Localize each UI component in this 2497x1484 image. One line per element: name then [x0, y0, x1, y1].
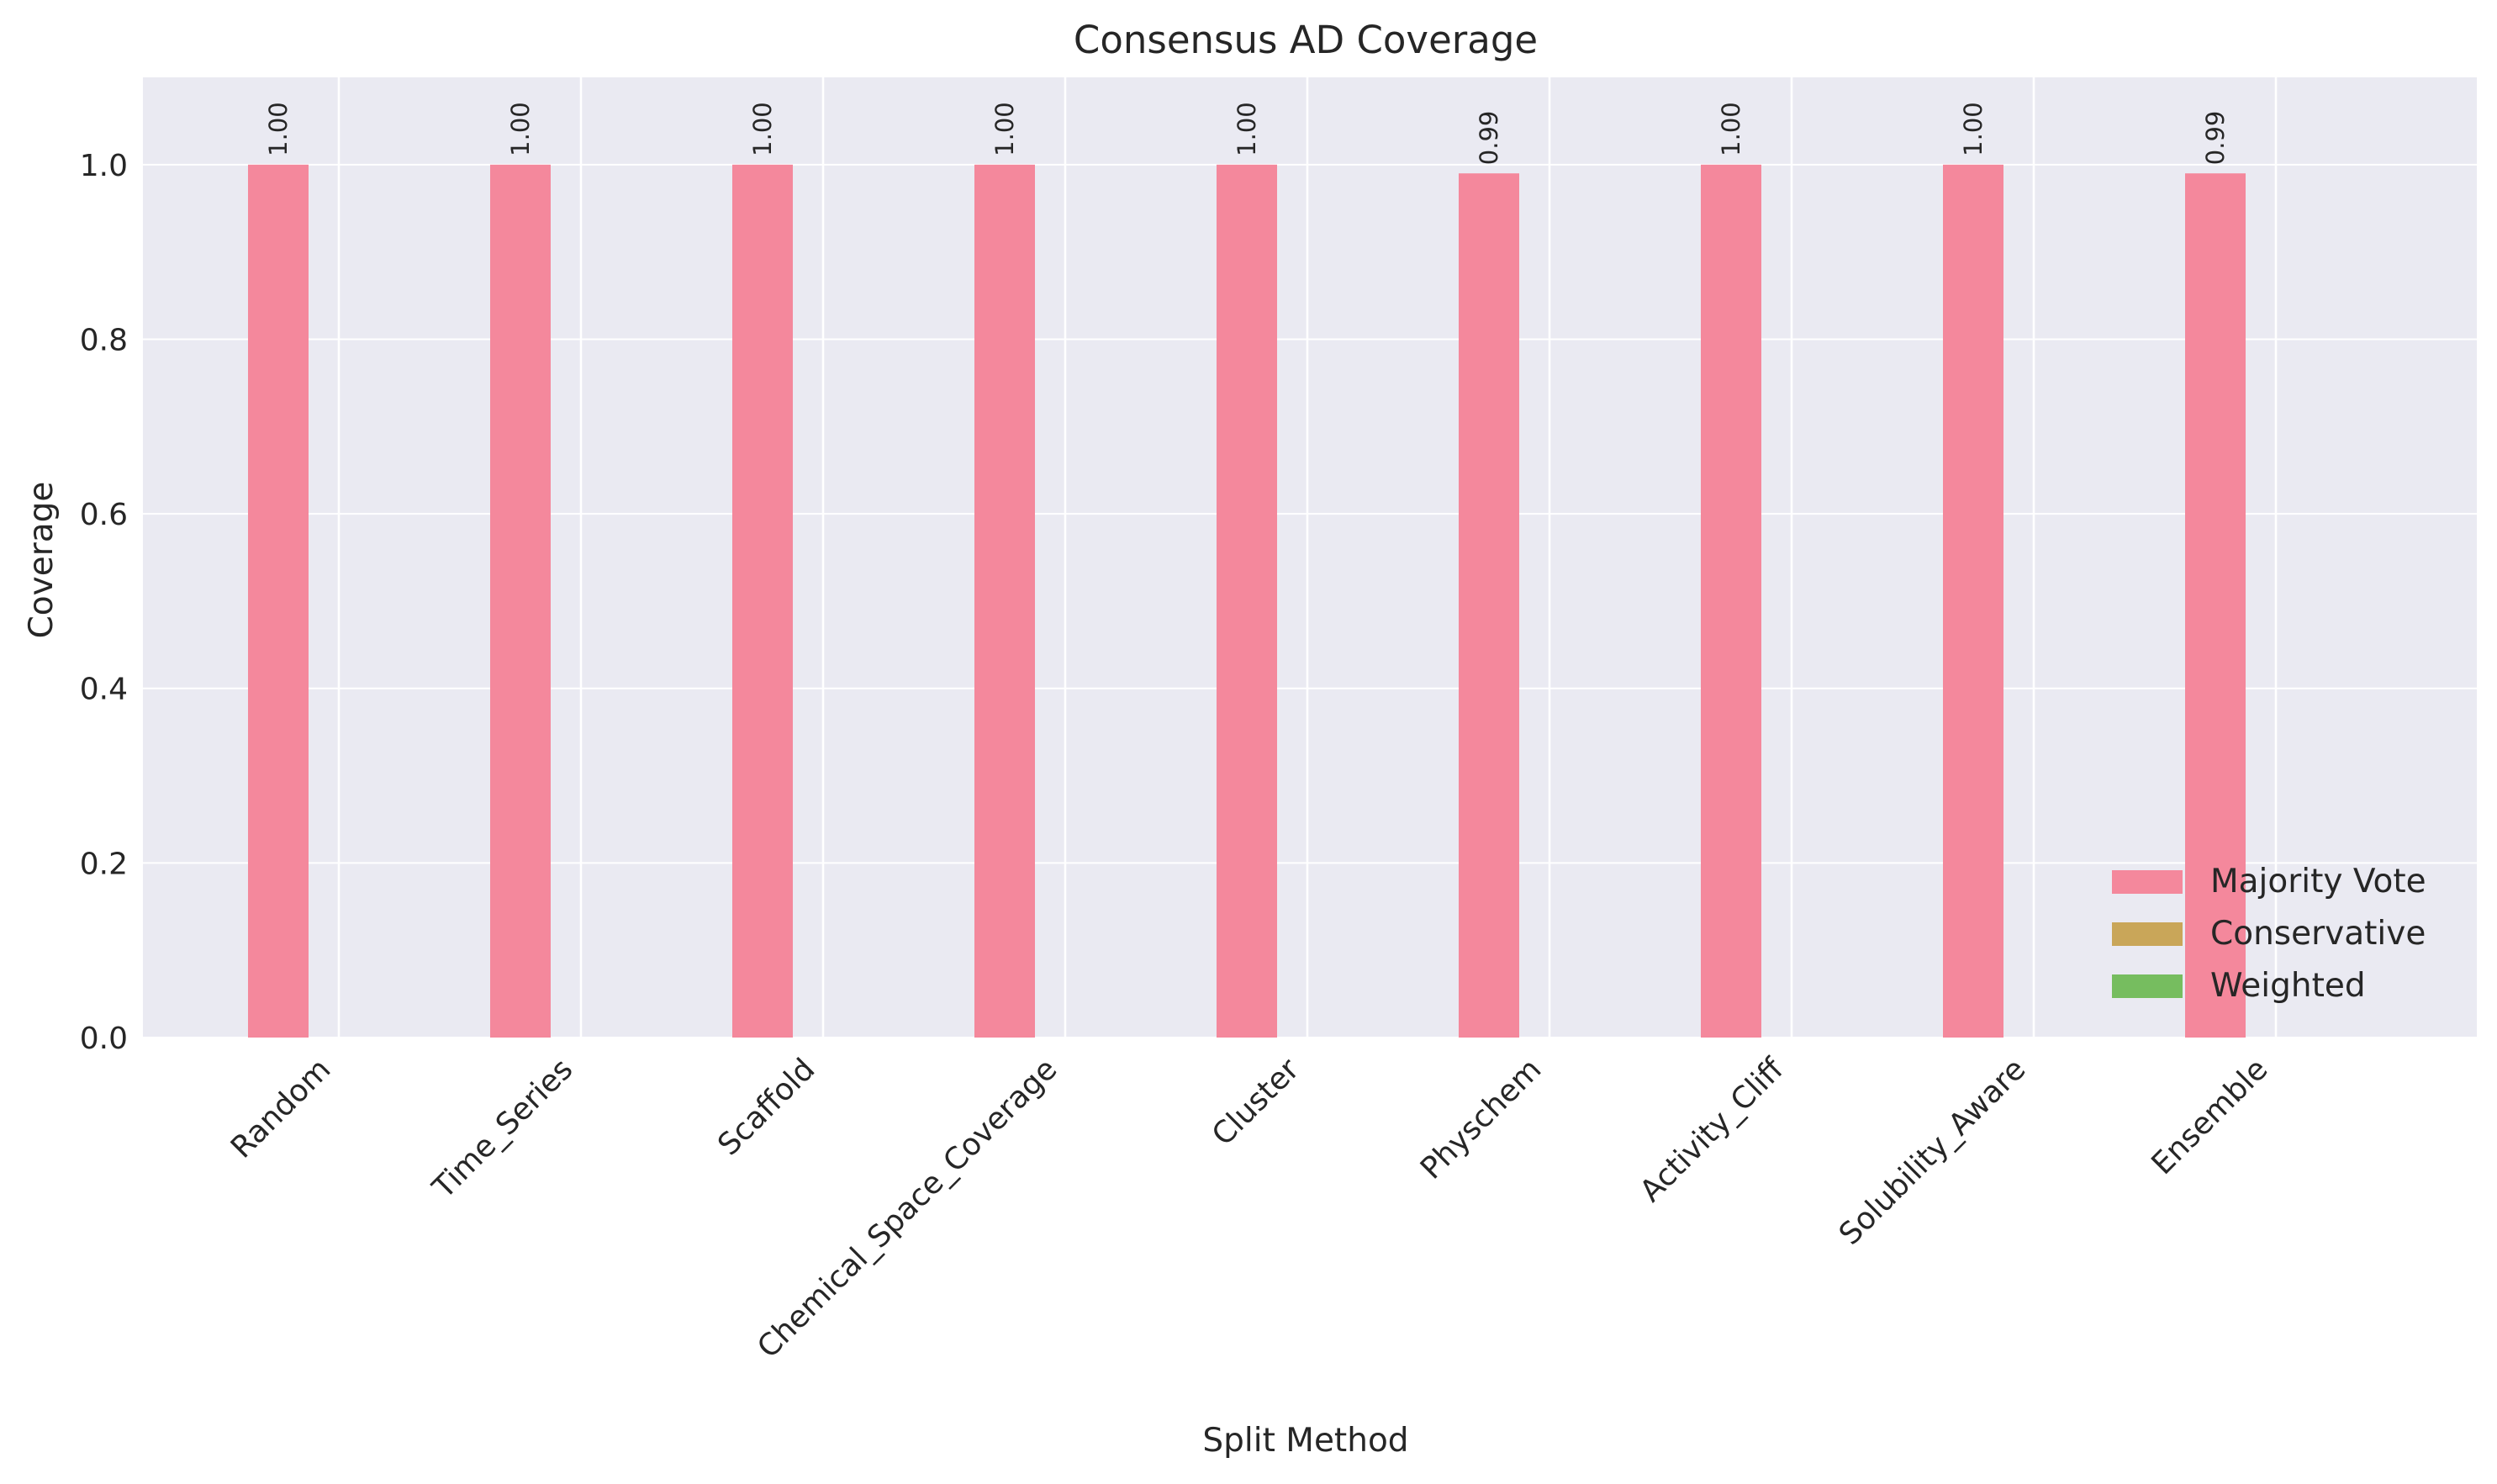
legend-label: Majority Vote — [2210, 863, 2426, 900]
bar-majority-vote — [1459, 173, 1519, 1038]
chart-title: Consensus AD Coverage — [1074, 18, 1538, 62]
y-tick-label: 0.6 — [80, 498, 128, 532]
bar-majority-vote — [2185, 173, 2246, 1038]
bar-majority-vote — [1943, 164, 2003, 1038]
y-tick-label: 0.0 — [80, 1022, 128, 1056]
x-tick-label: Activity_Cliff — [1634, 1052, 1791, 1209]
legend-swatch — [2112, 870, 2183, 894]
x-tick-label: Scaffold — [711, 1052, 821, 1162]
bar-majority-vote — [732, 164, 793, 1038]
data-label: 1.00 — [264, 102, 293, 156]
legend-label: Conservative — [2210, 915, 2426, 953]
bar-majority-vote — [248, 164, 309, 1038]
y-tick-label: 0.8 — [80, 323, 128, 357]
legend-label: Weighted — [2210, 967, 2366, 1005]
bar-majority-vote — [490, 164, 551, 1038]
x-tick-label: Ensemble — [2146, 1052, 2275, 1181]
x-tick-label: Cluster — [1206, 1052, 1306, 1152]
x-tick-label: Solubility_Aware — [1833, 1052, 2032, 1251]
data-label: 1.00 — [1717, 102, 1745, 156]
legend-swatch — [2112, 922, 2183, 946]
bar-majority-vote — [974, 164, 1035, 1038]
y-axis-label: Coverage — [23, 482, 61, 639]
x-axis-label: Split Method — [1202, 1422, 1408, 1460]
x-tick-label: Physchem — [1414, 1052, 1548, 1186]
data-label: 1.00 — [1233, 102, 1261, 156]
data-label: 1.00 — [990, 102, 1019, 156]
data-label: 1.00 — [506, 102, 535, 156]
y-tick-label: 0.2 — [80, 847, 128, 881]
x-tick-label: Random — [224, 1052, 337, 1164]
data-label: 0.99 — [1475, 111, 1503, 166]
legend: Majority Vote Conservative Weighted — [2112, 863, 2426, 1005]
data-label: 0.99 — [2201, 111, 2230, 166]
y-tick-label: 0.4 — [80, 673, 128, 707]
data-label: 1.00 — [1959, 102, 1988, 156]
data-label: 1.00 — [748, 102, 777, 156]
x-tick-label: Time_Series — [425, 1052, 579, 1206]
legend-swatch — [2112, 974, 2183, 998]
bar-majority-vote — [1217, 164, 1277, 1038]
bar-majority-vote — [1701, 164, 1761, 1038]
y-tick-label: 1.0 — [80, 149, 128, 183]
